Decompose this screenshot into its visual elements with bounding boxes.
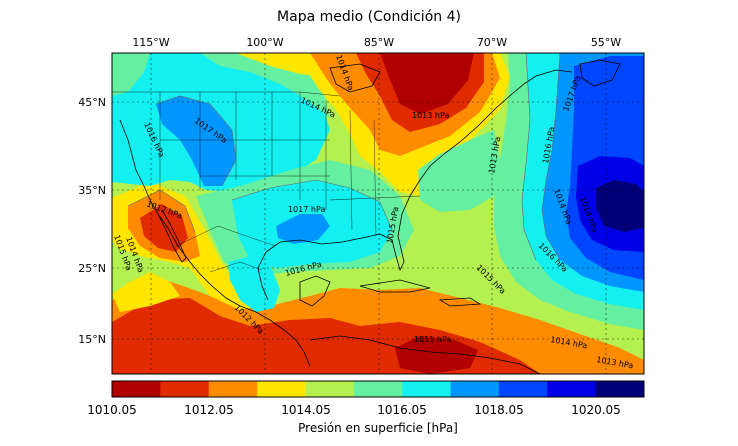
lat-label-45n: 45°N xyxy=(78,96,106,109)
colorbar-cell xyxy=(112,381,161,397)
rockies-blue-core xyxy=(156,96,236,186)
colorbar-cell xyxy=(450,381,500,397)
lon-label-100w: 100°W xyxy=(246,36,283,49)
colorbar: 1010.05 1012.05 1014.05 1016.05 1018.05 … xyxy=(87,380,645,435)
lat-label-15n: 15°N xyxy=(78,333,106,346)
isobar-label: 1013 hPa xyxy=(412,111,449,120)
caribbean-low-core xyxy=(395,336,478,374)
atlantic-high-core xyxy=(596,180,644,232)
coastlines xyxy=(119,59,621,374)
quebec-low-core xyxy=(380,53,474,114)
lat-lon-gridlines xyxy=(112,53,644,374)
colorbar-tick-label: 1016.05 xyxy=(377,403,427,417)
lon-label-55w: 55°W xyxy=(591,36,621,49)
southwest-yellow xyxy=(112,272,180,312)
pressure-field: 1017 hPa 1016 hPa 1014 hPa 1014 hPa 1013… xyxy=(112,53,644,374)
colorbar-tick-label: 1010.05 xyxy=(87,403,137,417)
lon-label-70w: 70°W xyxy=(477,36,507,49)
colorbar-cell xyxy=(160,381,210,397)
northeast-green-coast xyxy=(418,130,500,212)
baja-red-core xyxy=(140,204,188,252)
map-frame xyxy=(111,52,645,375)
isobar-label: 1017 hPa xyxy=(288,205,325,214)
gulf-blue-core xyxy=(276,214,330,244)
colorbar-cell xyxy=(257,381,306,397)
northwest-green-region xyxy=(112,53,150,96)
colorbar-cell xyxy=(595,381,645,397)
colorbar-cell xyxy=(402,381,452,397)
lat-label-25n: 25°N xyxy=(78,262,106,275)
lon-label-115w: 115°W xyxy=(132,36,169,49)
colorbar-cell xyxy=(208,381,258,397)
colorbar-tick-label: 1014.05 xyxy=(281,403,331,417)
colorbar-cell xyxy=(498,381,548,397)
isobar-label: 1011 hPa xyxy=(414,335,451,344)
colorbar-label: Presión en superficie [hPa] xyxy=(298,421,458,435)
colorbar-cell xyxy=(547,381,597,397)
north-central-yellow xyxy=(236,53,318,76)
colorbar-frame xyxy=(111,380,645,398)
colorbar-tick-label: 1018.05 xyxy=(474,403,524,417)
lon-label-85w: 85°W xyxy=(364,36,394,49)
colorbar-tick-label: 1020.05 xyxy=(571,403,621,417)
colorbar-tick-label: 1012.05 xyxy=(184,403,234,417)
lat-label-35n: 35°N xyxy=(78,184,106,197)
political-borders xyxy=(112,91,421,273)
colorbar-cell xyxy=(305,381,355,397)
colorbar-cell xyxy=(353,381,403,397)
map-title: Mapa medio (Condición 4) xyxy=(277,9,461,25)
